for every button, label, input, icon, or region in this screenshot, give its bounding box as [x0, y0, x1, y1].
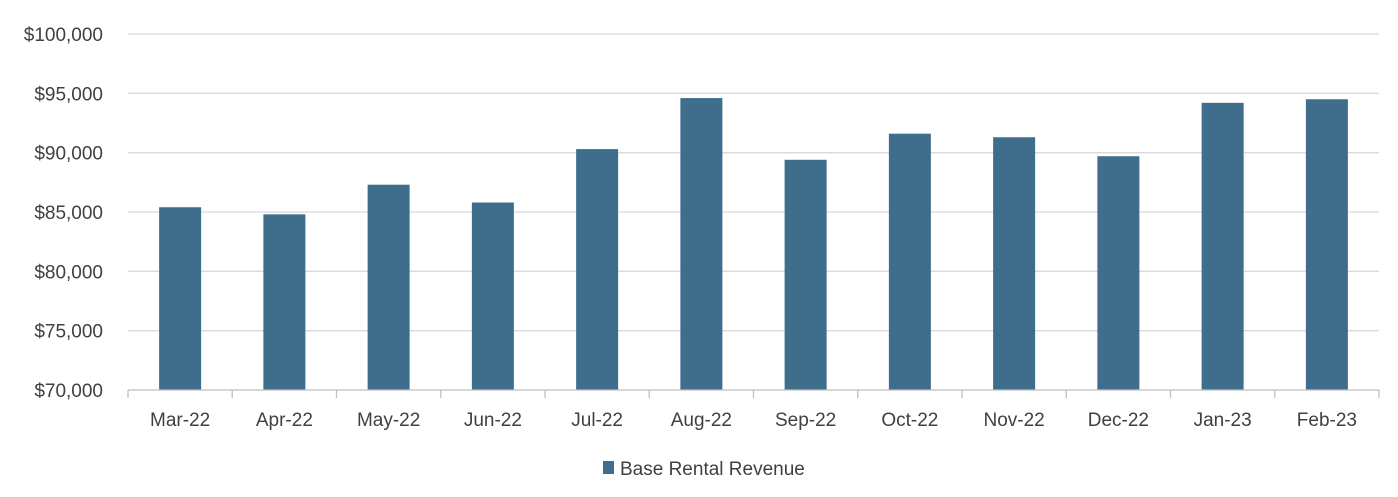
x-tick-label: Oct-22 — [881, 410, 938, 431]
x-tick-label: Nov-22 — [984, 410, 1045, 431]
legend: Base Rental Revenue — [603, 459, 805, 480]
y-tick-label: $70,000 — [34, 381, 103, 402]
x-tick-label: Dec-22 — [1088, 410, 1149, 431]
bar — [680, 98, 723, 390]
x-tick-label: Feb-23 — [1297, 410, 1357, 431]
x-tick-label: Jan-23 — [1194, 410, 1252, 431]
y-axis: $70,000 $75,000 $80,000 $85,000 $90,000 $95,0… — [24, 25, 103, 402]
bars — [159, 98, 1348, 391]
legend-label: Base Rental Revenue — [620, 459, 805, 480]
y-tick-label: $85,000 — [34, 203, 103, 224]
y-tick-label: $95,000 — [34, 84, 103, 105]
x-tick-label: Sep-22 — [775, 410, 836, 431]
x-tick-label: Apr-22 — [256, 410, 313, 431]
bar — [576, 149, 619, 390]
y-tick-label: $100,000 — [24, 25, 103, 46]
bar — [1305, 99, 1348, 391]
x-tick-label: Jul-22 — [571, 410, 623, 431]
bar — [993, 137, 1036, 390]
y-tick-label: $90,000 — [34, 144, 103, 165]
bar — [888, 133, 931, 390]
x-axis: Mar-22 Apr-22 May-22 Jun-22 Jul-22 Aug-22 Sep-… — [127, 389, 1380, 431]
x-tick-label: Aug-22 — [671, 410, 732, 431]
x-tick-label: Mar-22 — [150, 410, 210, 431]
bar — [1201, 102, 1244, 391]
x-tick-label: May-22 — [357, 410, 420, 431]
bar — [471, 202, 514, 390]
x-tick-label: Jun-22 — [464, 410, 522, 431]
bar — [784, 159, 827, 390]
gridlines — [128, 33, 1379, 332]
bar — [367, 184, 410, 390]
y-tick-label: $80,000 — [34, 262, 103, 283]
bar — [1097, 156, 1140, 390]
y-tick-label: $75,000 — [34, 322, 103, 343]
legend-swatch — [603, 461, 614, 474]
bar — [263, 214, 306, 390]
bar — [159, 207, 202, 390]
